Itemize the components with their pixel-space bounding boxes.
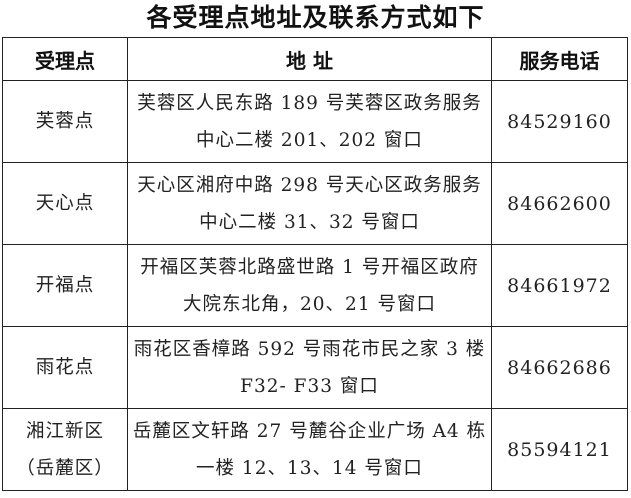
address-cell-line: F32- F33 窗口 [240, 375, 379, 397]
address-cell-line: 大院东北角，20、21 号窗口 [183, 293, 436, 315]
location-name-line: 芙蓉点 [35, 111, 95, 132]
location-name-line: 湘江新区 [25, 420, 104, 442]
phone-number: 85594121 [491, 408, 628, 491]
address-cell: 雨花区香樟路 592 号雨花市民之家 3 楼 F32- F33 窗口 [127, 326, 492, 409]
location-name-line: （岳麓区） [16, 457, 114, 479]
address-cell-line: 岳麓区文轩路 27 号麓谷企业广场 A4 栋 [132, 420, 487, 442]
location-name-line: 开福点 [35, 275, 95, 296]
header-phone: 服务电话 [491, 37, 628, 81]
phone-number: 84529160 [491, 80, 628, 163]
address-cell: 芙蓉区人民东路 189 号芙蓉区政务服务 中心二楼 201、202 窗口 [127, 80, 492, 163]
header-address: 地 址 [127, 37, 492, 81]
table-header-row: 受理点 地 址 服务电话 [2, 37, 628, 81]
address-cell-line: 中心二楼 31、32 号窗口 [199, 211, 420, 233]
location-name: 湘江新区 （岳麓区） [2, 408, 128, 491]
table-row: 湘江新区 （岳麓区） 岳麓区文轩路 27 号麓谷企业广场 A4 栋一楼 12、13、… [2, 408, 628, 491]
header-location: 受理点 [2, 37, 128, 81]
table-row: 芙蓉点 芙蓉区人民东路 189 号芙蓉区政务服务 中心二楼 201、202 窗口 84… [2, 80, 628, 163]
table-row: 开福点 开福区芙蓉北路盛世路 1 号开福区政府 大院东北角，20、21 号窗口 846… [2, 244, 628, 327]
location-name: 芙蓉点 [2, 80, 128, 163]
address-cell-line: 一楼 12、13、14 号窗口 [196, 457, 423, 479]
address-cell-line: 天心区湘府中路 298 号天心区政务服务 [137, 174, 482, 196]
location-name-line: 天心点 [35, 193, 95, 214]
location-name: 开福点 [2, 244, 128, 327]
address-cell-line: 芙蓉区人民东路 189 号芙蓉区政务服务 [137, 92, 482, 114]
location-name: 雨花点 [2, 326, 128, 409]
table-row: 雨花点 雨花区香樟路 592 号雨花市民之家 3 楼 F32- F33 窗口 8466… [2, 326, 628, 409]
location-name: 天心点 [2, 162, 128, 245]
page-title: 各受理点地址及联系方式如下 [146, 3, 485, 32]
address-cell: 天心区湘府中路 298 号天心区政务服务 中心二楼 31、32 号窗口 [127, 162, 492, 245]
location-name-line: 雨花点 [35, 357, 95, 378]
phone-number: 84661972 [491, 244, 628, 327]
address-cell: 开福区芙蓉北路盛世路 1 号开福区政府 大院东北角，20、21 号窗口 [127, 244, 492, 327]
address-cell-line: 雨花区香樟路 592 号雨花市民之家 3 楼 [133, 338, 486, 360]
table-row: 天心点 天心区湘府中路 298 号天心区政务服务 中心二楼 31、32 号窗口 846… [2, 162, 628, 245]
phone-number: 84662686 [491, 326, 628, 409]
contact-table: 受理点 地 址 服务电话 芙蓉点 芙蓉区人民东路 189 号芙蓉区政务服务 中心二楼… [2, 37, 628, 491]
address-cell: 岳麓区文轩路 27 号麓谷企业广场 A4 栋一楼 12、13、14 号窗口 [127, 408, 492, 491]
phone-number: 84662600 [491, 162, 628, 245]
address-cell-line: 中心二楼 201、202 窗口 [196, 129, 423, 151]
address-cell-line: 开福区芙蓉北路盛世路 1 号开福区政府 [140, 256, 479, 278]
